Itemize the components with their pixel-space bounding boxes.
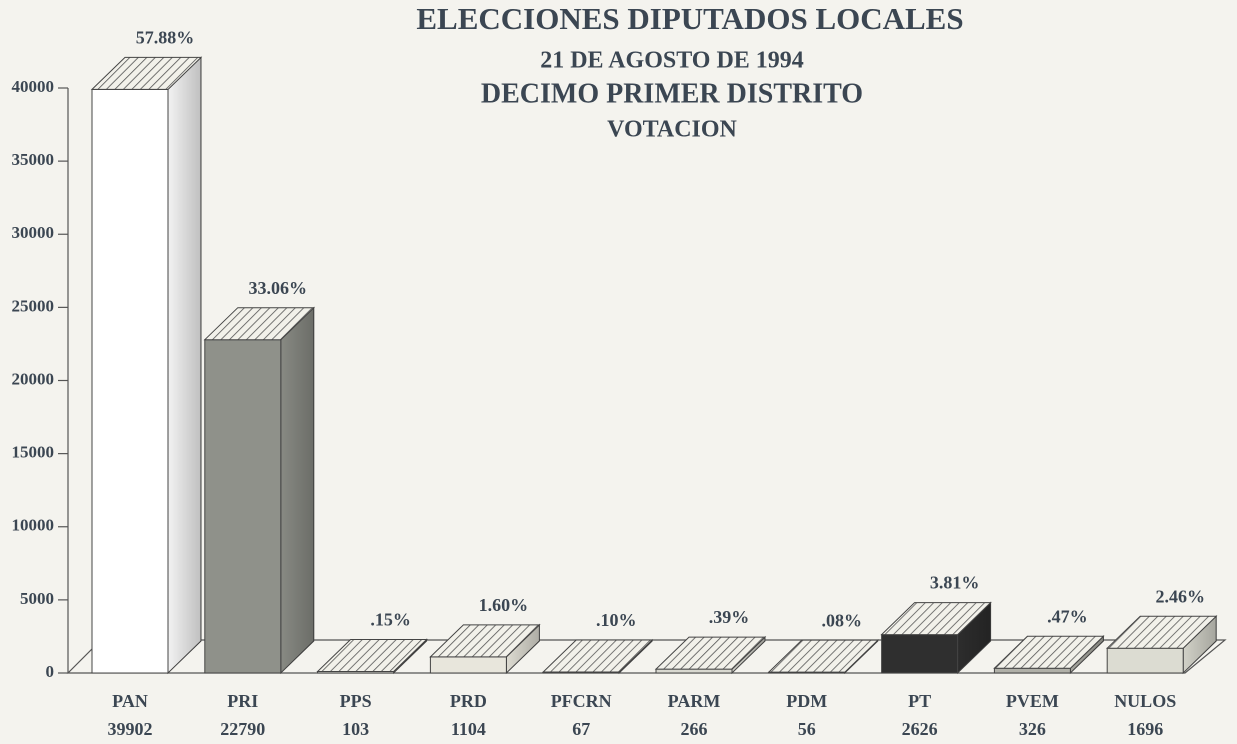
- bar-side-shade: [280, 307, 314, 673]
- y-tick-label: 25000: [12, 296, 55, 315]
- y-tick-label: 5000: [20, 589, 54, 608]
- percent-label: 1.60%: [479, 595, 529, 615]
- x-tick-label: PVEM: [1006, 691, 1059, 711]
- bar-top: [316, 638, 428, 672]
- bar: [655, 668, 733, 674]
- value-label: 326: [1019, 719, 1046, 739]
- bar-side-shade: [957, 602, 991, 673]
- value-label: 56: [798, 719, 816, 739]
- bar-top: [541, 639, 654, 673]
- bar: [881, 634, 959, 674]
- y-tick-label: 20000: [12, 369, 55, 388]
- percent-label: 2.46%: [1155, 586, 1205, 606]
- x-tick-label: PARM: [668, 691, 721, 711]
- value-label: 39902: [108, 719, 153, 739]
- percent-label: 33.06%: [249, 278, 308, 298]
- value-label: 67: [572, 719, 590, 739]
- percent-label: 57.88%: [136, 28, 195, 48]
- x-tick-label: PAN: [112, 691, 148, 711]
- value-label: 1696: [1127, 719, 1163, 739]
- value-label: 22790: [220, 719, 265, 739]
- bar: [429, 656, 507, 674]
- chart-subtitle: VOTACION: [607, 117, 737, 143]
- x-tick-label: PFCRN: [551, 691, 612, 711]
- bar-side-shade: [168, 57, 201, 674]
- bar: [204, 339, 282, 674]
- percent-label: .15%: [370, 610, 411, 630]
- bar-side-shade: [506, 624, 540, 673]
- bar-side-shade: [1183, 616, 1217, 673]
- x-tick-label: PDM: [786, 691, 827, 711]
- value-label: 266: [681, 719, 708, 739]
- y-tick-label: 30000: [12, 223, 55, 242]
- x-tick-label: PRD: [450, 691, 487, 711]
- value-label: 103: [342, 719, 369, 739]
- bar: [993, 667, 1071, 674]
- bar-top: [1105, 615, 1218, 649]
- bar-top: [203, 307, 316, 341]
- x-tick-label: NULOS: [1114, 691, 1176, 711]
- bar-top: [429, 624, 541, 658]
- y-tick-label: 15000: [12, 443, 55, 462]
- bar-top: [993, 635, 1105, 669]
- percent-label: .39%: [709, 607, 750, 627]
- y-tick-label: 40000: [12, 77, 55, 96]
- chart-title: ELECCIONES DIPUTADOS LOCALES: [416, 1, 963, 36]
- percent-label: 3.81%: [930, 573, 980, 593]
- bar-top: [654, 636, 767, 670]
- bar-side-shade: [1070, 636, 1104, 673]
- percent-label: .10%: [596, 610, 637, 630]
- bar: [91, 88, 169, 674]
- bar-top: [90, 56, 203, 90]
- bar-top: [880, 602, 992, 636]
- x-tick-label: PRI: [227, 691, 258, 711]
- x-tick-label: PPS: [340, 691, 372, 711]
- percent-label: .08%: [822, 610, 863, 630]
- value-label: 1104: [451, 719, 486, 739]
- bar-top: [767, 639, 880, 673]
- bar-side-shade: [732, 637, 765, 673]
- chart-subtitle: DECIMO PRIMER DISTRITO: [481, 78, 863, 109]
- y-tick-label: 0: [46, 662, 55, 681]
- value-label: 2626: [902, 719, 938, 739]
- y-tick-label: 35000: [12, 150, 55, 169]
- x-tick-label: PT: [908, 691, 931, 711]
- chart-subtitle: 21 DE AGOSTO DE 1994: [540, 48, 804, 74]
- y-tick-label: 10000: [12, 516, 55, 535]
- bar: [1106, 647, 1184, 674]
- percent-label: .47%: [1047, 606, 1088, 626]
